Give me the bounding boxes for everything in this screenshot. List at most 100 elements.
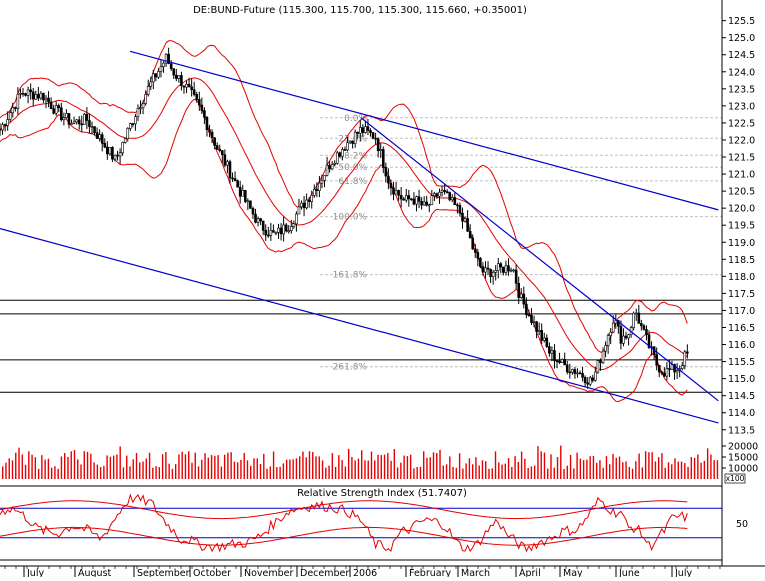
volume-bar <box>285 459 288 479</box>
volume-bar <box>625 461 627 479</box>
x-tick-label: August <box>78 568 112 577</box>
price-candle <box>126 128 130 140</box>
volume-bar <box>654 461 657 479</box>
volume-bar <box>409 454 412 479</box>
fib-label: 23.6% <box>338 134 367 144</box>
price-candle <box>52 108 55 114</box>
price-candle <box>289 226 293 232</box>
x-tick-label: March <box>461 568 490 577</box>
price-candle <box>231 177 234 180</box>
volume-bar <box>152 467 154 479</box>
volume-bar <box>605 456 608 479</box>
price-candle <box>369 130 372 133</box>
volume-tick-label: 20000 <box>728 442 758 453</box>
x-tick-label: April <box>519 568 541 577</box>
price-candle <box>512 269 515 272</box>
volume-bar <box>70 451 72 479</box>
volume-bar <box>517 461 520 479</box>
price-candle <box>399 195 403 200</box>
volume-bar <box>573 468 575 479</box>
volume-bar <box>116 454 118 479</box>
volume-bar <box>302 451 304 479</box>
price-candle <box>494 270 498 273</box>
volume-bar <box>475 457 477 479</box>
trendlines <box>0 50 719 424</box>
volume-bar <box>586 459 588 479</box>
volume-bar <box>429 457 431 479</box>
price-candle <box>680 365 684 369</box>
price-candle <box>279 227 283 235</box>
chart-frame <box>0 0 765 567</box>
price-candle <box>325 165 329 176</box>
price-candle <box>106 146 109 155</box>
volume-bar <box>592 455 595 479</box>
volume-bar <box>569 454 572 479</box>
rsi-lower-band <box>0 526 688 546</box>
volume-bar <box>80 464 82 479</box>
x-tick-label: September <box>137 568 190 577</box>
volume-bar <box>315 456 317 479</box>
price-candle <box>507 265 510 272</box>
rsi-tick-label: 50 <box>736 519 748 530</box>
fib-label: 50.0% <box>338 163 367 173</box>
rsi-line <box>0 493 688 553</box>
price-candle <box>323 175 326 181</box>
price-candle <box>190 86 193 91</box>
price-candle <box>177 75 181 79</box>
volume-bar <box>266 468 268 479</box>
price-candle <box>210 131 214 139</box>
price-candle <box>438 191 441 197</box>
price-candle <box>195 94 199 100</box>
volume-bar <box>390 460 392 479</box>
price-candle <box>527 314 531 316</box>
volume-bar <box>618 456 621 479</box>
price-candle <box>154 73 158 78</box>
x-tick-label: July <box>26 568 44 577</box>
price-candle <box>427 204 431 207</box>
price-candle <box>60 107 63 121</box>
volume-bar <box>171 468 174 479</box>
volume-bar <box>595 462 598 479</box>
volume-bar <box>436 453 438 479</box>
price-candle <box>187 83 191 88</box>
volume-bar <box>628 466 631 479</box>
volume-bar <box>201 459 203 479</box>
price-candle <box>448 192 452 201</box>
volume-bar <box>651 452 653 479</box>
volume-bar <box>423 451 425 479</box>
volume-bar <box>90 453 92 479</box>
price-candle <box>24 93 27 96</box>
price-candle <box>471 237 475 250</box>
price-candle <box>185 83 188 88</box>
volume-bar <box>377 454 379 479</box>
chart-title: DE:BUND-Future (115.300, 115.700, 115.30… <box>193 5 527 16</box>
price-candle <box>517 283 521 298</box>
volume-bar <box>550 454 552 479</box>
trendline <box>129 50 719 211</box>
price-candle <box>180 75 183 87</box>
volume-bar <box>347 448 350 479</box>
price-candle <box>292 223 296 227</box>
fib-label: 61.8% <box>338 177 367 187</box>
y-tick-label: 118.5 <box>728 255 755 266</box>
price-candle <box>85 113 89 121</box>
price-candle <box>123 138 127 143</box>
price-axis: 125.5 125.0 124.5 124.0 123.5 123.0 122.5 122.0… <box>722 16 758 530</box>
price-candle <box>254 213 257 223</box>
price-candle <box>111 147 114 160</box>
price-candle <box>274 232 278 234</box>
price-candle <box>54 105 58 114</box>
volume-bar <box>687 466 689 479</box>
price-candle <box>473 248 477 253</box>
volume-bar <box>677 461 679 479</box>
price-candle <box>312 188 316 196</box>
volume-bar <box>11 460 14 479</box>
price-candle <box>675 370 679 373</box>
price-candle <box>496 263 500 271</box>
price-candle <box>356 131 360 134</box>
price-candle <box>397 190 400 196</box>
volume-bar <box>230 452 232 479</box>
price-candle <box>121 142 124 154</box>
horizontal-lines <box>0 299 722 393</box>
volume-bar <box>256 458 258 479</box>
